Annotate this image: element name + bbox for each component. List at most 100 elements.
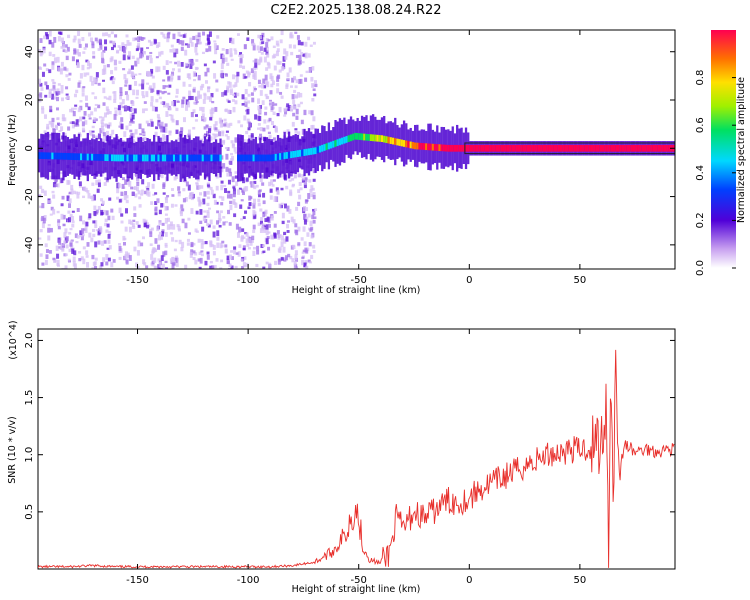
noise-speck — [177, 191, 181, 194]
noise-speck — [84, 227, 88, 233]
noise-speck — [309, 220, 313, 227]
noise-speck — [136, 179, 140, 183]
ridge-core — [491, 144, 494, 152]
noise-speck — [204, 240, 208, 245]
noise-speck — [210, 93, 214, 98]
noise-speck — [214, 106, 218, 112]
noise-speck — [192, 126, 196, 130]
ridge-core — [498, 144, 501, 152]
noise-speck — [158, 51, 162, 57]
noise-speck — [130, 133, 134, 138]
noise-speck — [86, 261, 90, 268]
noise-speck — [257, 59, 261, 65]
noise-speck — [260, 216, 264, 221]
noise-speck — [208, 96, 212, 103]
noise-speck — [172, 262, 176, 266]
noise-speck — [270, 109, 274, 112]
noise-speck — [279, 39, 283, 44]
noise-speck — [310, 185, 314, 191]
noise-speck — [253, 214, 257, 219]
noise-speck — [235, 181, 239, 186]
noise-speck — [310, 254, 314, 260]
noise-speck — [312, 208, 316, 212]
noise-speck — [203, 63, 207, 67]
noise-speck — [155, 56, 159, 59]
noise-speck — [130, 117, 134, 123]
noise-speck — [118, 207, 122, 214]
noise-speck — [164, 123, 168, 127]
spectrogram-ytick-label: -20 — [24, 188, 35, 204]
noise-speck — [309, 228, 313, 232]
ridge-core — [122, 154, 125, 162]
noise-speck — [195, 100, 199, 104]
noise-speck — [147, 122, 151, 127]
noise-speck — [66, 195, 70, 202]
noise-speck — [264, 80, 268, 86]
noise-speck — [91, 182, 95, 186]
noise-speck — [254, 62, 258, 68]
noise-speck — [236, 232, 240, 238]
noise-speck — [216, 129, 220, 132]
ridge-core — [73, 153, 76, 161]
noise-speck — [95, 72, 99, 78]
noise-speck — [77, 82, 81, 88]
noise-speck — [197, 35, 201, 42]
noise-speck — [57, 91, 61, 95]
ridge-core — [296, 150, 300, 157]
noise-speck — [150, 121, 154, 127]
noise-speck — [184, 49, 188, 56]
noise-speck — [189, 37, 193, 44]
noise-speck — [72, 190, 76, 195]
noise-speck — [176, 224, 180, 228]
noise-speck — [285, 236, 289, 242]
noise-speck — [149, 71, 153, 77]
noise-speck — [305, 70, 309, 74]
noise-speck — [234, 175, 238, 179]
noise-speck — [60, 126, 64, 131]
ridge-core — [602, 144, 605, 152]
noise-speck — [301, 128, 305, 135]
noise-speck — [154, 212, 158, 216]
noise-speck — [227, 123, 231, 128]
noise-speck — [139, 133, 143, 136]
noise-speck — [226, 147, 230, 151]
noise-speck — [44, 243, 48, 248]
noise-speck — [312, 210, 316, 216]
noise-speck — [289, 191, 293, 197]
noise-speck — [220, 167, 224, 173]
ridge-core — [245, 154, 249, 162]
noise-speck — [53, 88, 57, 94]
noise-speck — [73, 93, 77, 98]
noise-speck — [48, 69, 52, 74]
noise-speck — [212, 231, 216, 238]
noise-speck — [133, 206, 137, 211]
noise-speck — [134, 193, 138, 198]
ridge-core — [363, 133, 366, 141]
ridge-core — [137, 154, 140, 162]
noise-speck — [83, 47, 87, 50]
noise-speck — [277, 235, 281, 240]
ridge-core — [666, 144, 669, 152]
noise-speck — [156, 198, 160, 204]
noise-speck — [218, 224, 222, 228]
noise-speck — [252, 60, 256, 63]
noise-speck — [220, 202, 224, 206]
ridge-core — [139, 154, 143, 162]
noise-speck — [99, 227, 103, 233]
noise-speck — [205, 130, 209, 136]
noise-speck — [280, 241, 284, 247]
ridge-core — [626, 144, 629, 152]
noise-speck — [221, 57, 225, 64]
noise-speck — [184, 222, 188, 229]
noise-speck — [102, 32, 106, 37]
noise-speck — [151, 75, 155, 79]
noise-speck — [195, 34, 199, 41]
noise-speck — [302, 206, 306, 212]
noise-speck — [190, 208, 194, 214]
noise-speck — [177, 75, 181, 81]
ridge-core — [133, 154, 136, 162]
noise-speck — [87, 193, 91, 199]
noise-speck — [268, 117, 272, 122]
spectrogram-xlabel: Height of straight line (km) — [292, 285, 421, 296]
noise-speck — [81, 228, 85, 234]
